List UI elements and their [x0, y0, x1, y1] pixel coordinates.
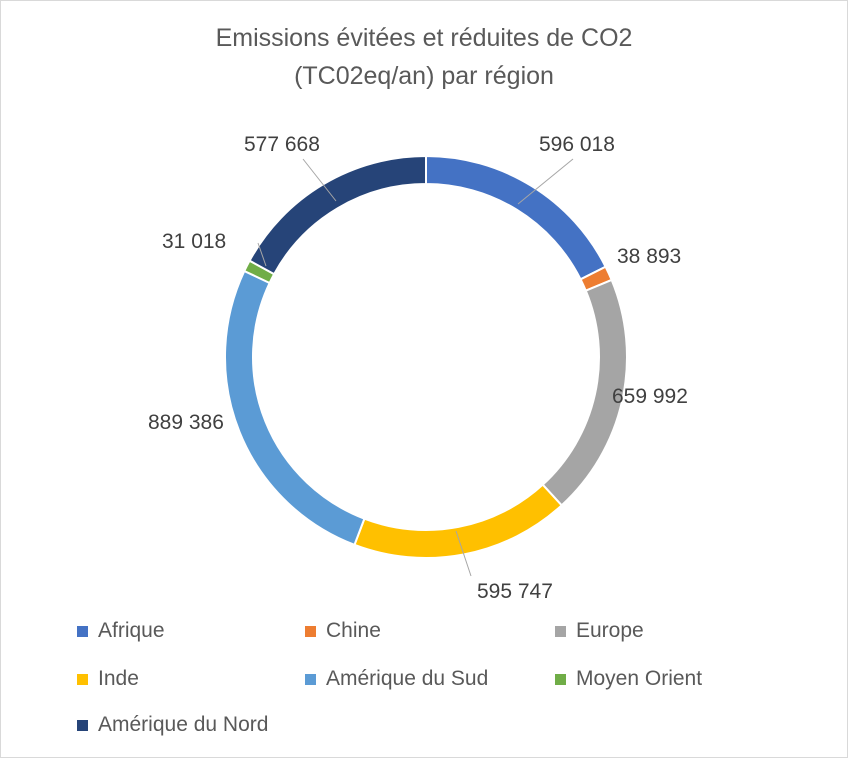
leader-line — [302, 158, 337, 202]
chart-title-line-2: (TC02eq/an) par région — [294, 62, 554, 90]
legend-label: Chine — [326, 619, 381, 642]
chart-title: Emissions évitées et réduites de CO2 (TC… — [1, 19, 847, 95]
legend-label: Amérique du Nord — [98, 713, 269, 736]
legend-swatch — [555, 673, 566, 685]
data-label: 31 018 — [162, 230, 226, 253]
legend-swatch — [555, 625, 566, 637]
legend-item: Amérique du Sud — [305, 667, 488, 691]
legend-item: Amérique du Nord — [77, 713, 268, 737]
legend-label: Amérique du Sud — [326, 667, 489, 690]
leader-line — [455, 530, 472, 577]
legend-swatch — [77, 673, 88, 685]
data-label: 577 668 — [244, 133, 320, 156]
legend-label: Moyen Orient — [576, 667, 703, 690]
data-label: 889 386 — [148, 411, 224, 434]
legend-swatch — [77, 625, 88, 637]
legend-item: Moyen Orient — [555, 667, 702, 691]
legend-swatch — [305, 673, 316, 685]
slice-amérique-du-sud — [224, 269, 366, 547]
data-label: 38 893 — [617, 245, 681, 268]
legend-item: Afrique — [77, 619, 165, 643]
chart-title-line-1: Emissions évitées et réduites de CO2 — [215, 24, 633, 52]
leader-line — [517, 158, 574, 205]
legend-item: Chine — [305, 619, 381, 643]
slice-inde — [353, 483, 564, 559]
data-label: 659 992 — [612, 385, 688, 408]
slice-afrique — [425, 154, 607, 281]
legend-swatch — [305, 625, 316, 637]
legend-item: Inde — [77, 667, 139, 691]
data-label: 596 018 — [539, 133, 615, 156]
data-label: 595 747 — [477, 580, 553, 603]
leader-line — [257, 242, 267, 267]
legend-label: Europe — [576, 619, 644, 642]
legend-label: Afrique — [98, 619, 165, 642]
legend-label: Inde — [98, 667, 139, 690]
legend-item: Europe — [555, 619, 644, 643]
legend-swatch — [77, 719, 88, 731]
slice-amérique-du-nord — [248, 154, 427, 276]
